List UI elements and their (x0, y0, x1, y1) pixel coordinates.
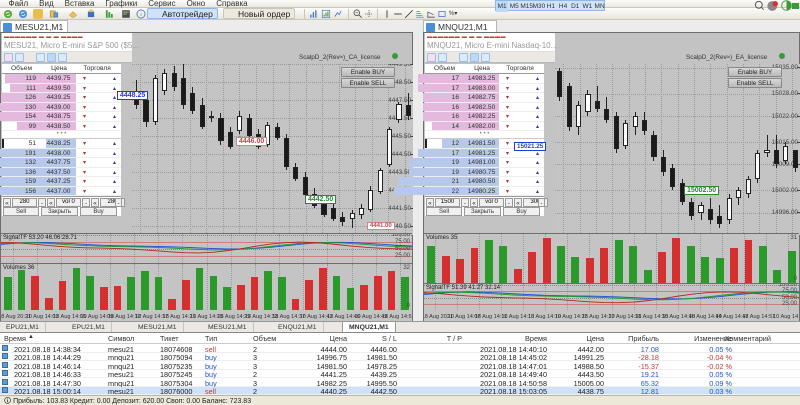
svg-text:i: i (140, 11, 141, 17)
